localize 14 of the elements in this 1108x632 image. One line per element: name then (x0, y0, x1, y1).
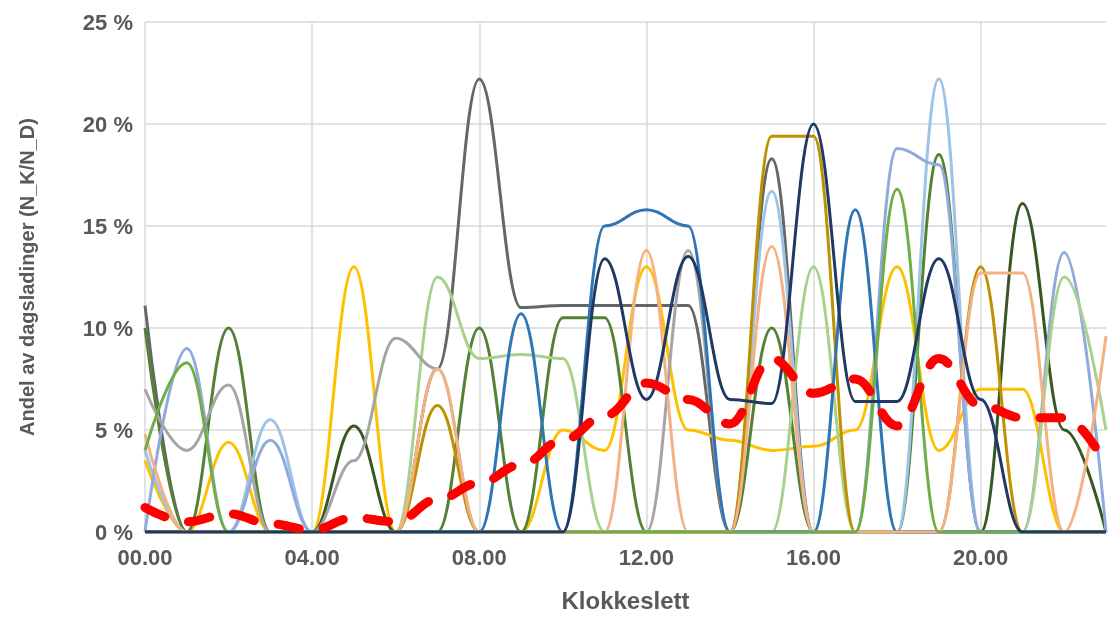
y-tick-label: 25 % (82, 9, 133, 35)
x-tick-label: 16.00 (785, 544, 842, 570)
y-tick-label: 10 % (82, 315, 133, 341)
x-tick-label: 08.00 (451, 544, 507, 570)
x-tick-label: 12.00 (618, 544, 674, 570)
x-tick-label: 04.00 (284, 544, 340, 570)
x-tick-label: 20.00 (953, 544, 1009, 570)
y-tick-label: 15 % (82, 213, 133, 239)
y-axis-title: Andel av dagsladinger (N_K/N_D) (16, 118, 38, 436)
y-tick-label: 0 % (95, 519, 133, 545)
y-tick-label: 20 % (82, 111, 133, 137)
y-tick-label: 5 % (95, 417, 133, 443)
x-axis-title: Klokkeslett (561, 586, 690, 614)
x-tick-label: 00.00 (117, 544, 173, 570)
